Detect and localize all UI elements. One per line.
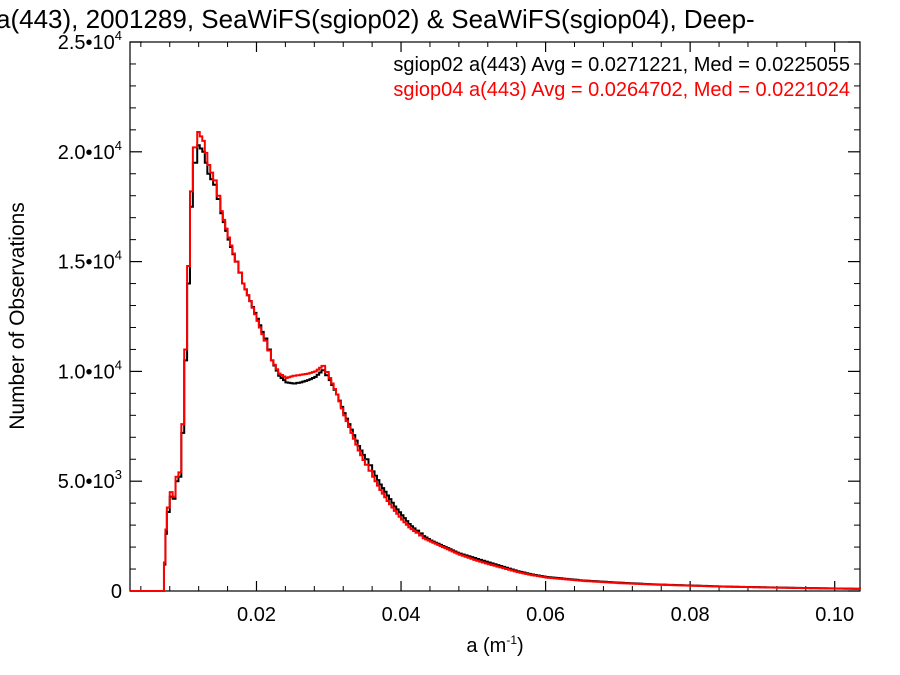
x-tick-label: 0.02 (237, 604, 276, 626)
y-tick-label: 5.0•103 (58, 467, 122, 493)
histogram-series-1 (130, 131, 861, 592)
x-tick-label: 0.04 (382, 604, 421, 626)
y-tick-label: 0 (111, 581, 122, 603)
y-tick-label: 2.0•104 (58, 138, 122, 164)
x-axis-label: a (m-1) (466, 633, 523, 657)
chart-title: a(443), 2001289, SeaWiFS(sgiop02) & SeaW… (0, 4, 755, 34)
y-axis-label: Number of Observations (6, 202, 29, 430)
legend-entry-sgiop02: sgiop02 a(443) Avg = 0.0271221, Med = 0.… (393, 54, 850, 76)
plot-frame (129, 41, 861, 592)
x-tick-label: 0.10 (815, 604, 854, 626)
y-tick-label: 1.0•104 (58, 357, 122, 383)
histogram-series-0 (130, 144, 861, 592)
x-tick-label: 0.06 (526, 604, 565, 626)
legend-entry-sgiop04: sgiop04 a(443) Avg = 0.0264702, Med = 0.… (393, 79, 850, 101)
x-tick-label: 0.08 (671, 604, 710, 626)
y-tick-label: 1.5•104 (58, 248, 122, 274)
y-tick-label: 2.5•104 (58, 28, 122, 54)
